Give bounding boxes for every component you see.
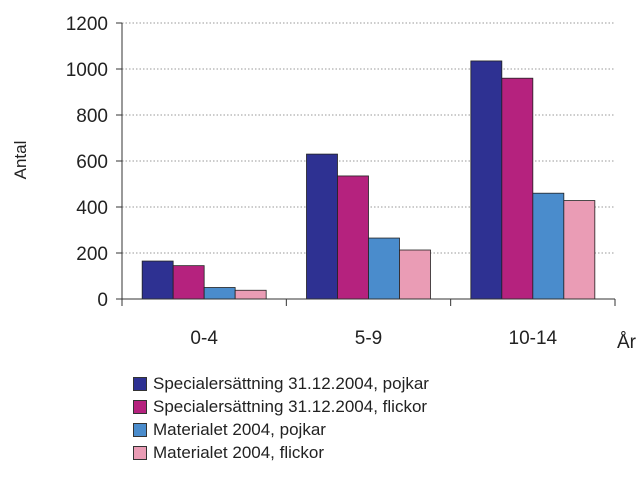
- y-tick-labels: 0 200 400 600 800 1000 1200: [66, 14, 108, 311]
- x-tick-label: 10-14: [509, 328, 558, 349]
- x-tick-label: 5-9: [355, 328, 382, 349]
- bar: [337, 175, 369, 300]
- legend-label: Materialet 2004, flickor: [153, 442, 325, 462]
- bar: [234, 289, 267, 300]
- bar: [501, 77, 534, 300]
- x-tick-labels: 0-4 5-9 10-14: [190, 328, 557, 349]
- x-tick-label: 0-4: [190, 328, 218, 349]
- y-tick-label: 200: [76, 244, 108, 265]
- legend-item: Materialet 2004, flickor: [133, 441, 429, 464]
- legend-label: Materialet 2004, pojkar: [153, 419, 326, 439]
- bar: [470, 60, 503, 300]
- legend-swatch: [133, 376, 147, 391]
- y-tick-label: 1000: [66, 60, 108, 81]
- legend: Specialersättning 31.12.2004, pojkar Spec…: [133, 372, 429, 464]
- bar: [172, 265, 205, 300]
- legend-label: Specialersättning 31.12.2004, flickor: [153, 396, 428, 416]
- legend-swatch: [133, 422, 147, 437]
- bar: [563, 200, 596, 300]
- bars: [141, 60, 596, 300]
- legend-item: Specialersättning 31.12.2004, flickor: [133, 395, 429, 418]
- axes: [116, 22, 616, 306]
- bar: [368, 237, 400, 300]
- bar: [532, 192, 565, 300]
- legend-swatch: [133, 445, 147, 460]
- bar: [141, 260, 174, 300]
- y-tick-label: 400: [76, 198, 108, 219]
- bar: [306, 153, 338, 300]
- legend-label: Specialersättning 31.12.2004, pojkar: [153, 373, 429, 393]
- bar: [203, 287, 236, 300]
- y-tick-label: 1200: [66, 14, 108, 35]
- y-axis-label: Antal: [11, 141, 30, 180]
- y-tick-label: 800: [76, 106, 108, 127]
- legend-item: Materialet 2004, pojkar: [133, 418, 429, 441]
- x-axis-label: År: [617, 332, 637, 353]
- legend-swatch: [133, 399, 147, 414]
- y-tick-label: 600: [76, 152, 108, 173]
- bar: [399, 249, 431, 300]
- legend-item: Specialersättning 31.12.2004, pojkar: [133, 372, 429, 395]
- y-tick-label: 0: [97, 290, 108, 311]
